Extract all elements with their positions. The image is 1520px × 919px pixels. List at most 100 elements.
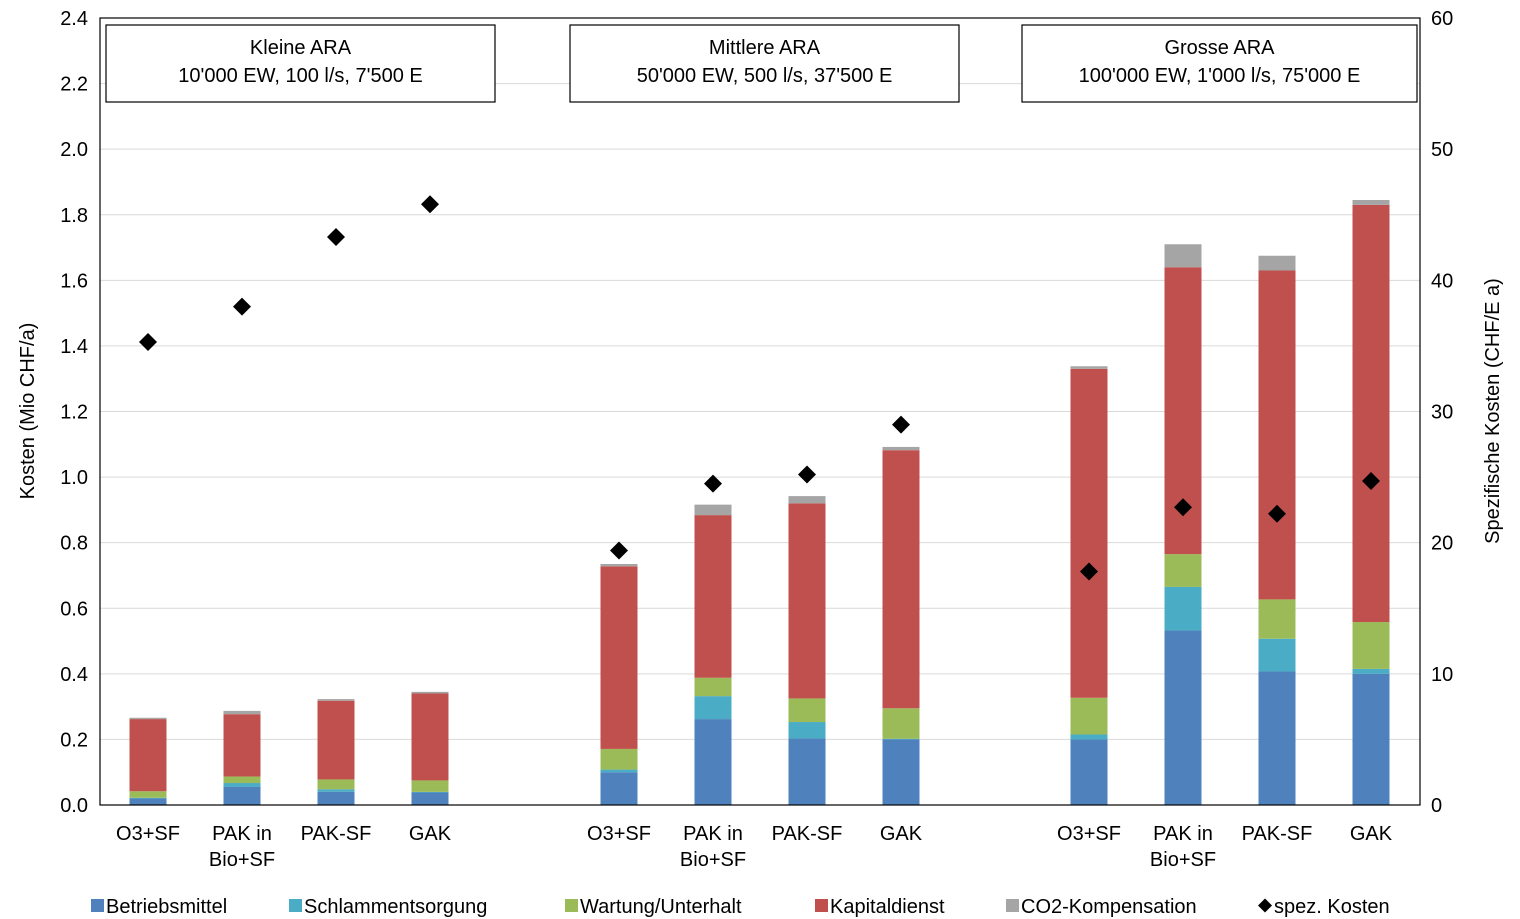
gridlines (100, 17, 1420, 740)
bar-segment-schlammentsorgung (223, 783, 261, 787)
y-tick-label-left: 1.8 (60, 205, 88, 227)
x-category-label: PAK-SF (301, 823, 372, 845)
spez-kosten-marker (1174, 498, 1192, 517)
x-category-label: O3+SF (587, 823, 651, 845)
bar-segment-kapitaldienst (788, 503, 826, 699)
y-tick-label-right: 20 (1431, 533, 1453, 555)
bar-segment-wartung-unterhalt (1258, 599, 1296, 639)
bar-segment-betriebsmittel (223, 786, 261, 805)
y-tick-label-right: 50 (1431, 139, 1453, 161)
legend-label: Kapitaldienst (830, 896, 945, 918)
legend-label: Betriebsmittel (106, 896, 227, 918)
bar-segment-co2-kompensation (411, 691, 449, 694)
group-labels: Kleine ARA 10'000 EW, 100 l/s, 7'500 E Mit… (105, 24, 1418, 103)
bar-segment-kapitaldienst (694, 515, 732, 678)
axes (99, 17, 1421, 806)
bar-segment-schlammentsorgung (1352, 668, 1390, 674)
bar-segment-co2-kompensation (1070, 366, 1108, 369)
bar-segment-schlammentsorgung (317, 789, 355, 792)
tick-labels: 0.0 0.2 0.4 0.6 0.8 1.0 1.2 1.4 1.6 1.8 2.0 2.2 2.4 0… (60, 8, 1453, 871)
bar-segment-wartung-unterhalt (1352, 622, 1390, 669)
bar-segment-co2-kompensation (600, 563, 638, 567)
bar-segment-wartung-unterhalt (223, 776, 261, 784)
spez-kosten-marker (139, 332, 157, 351)
bar-segment-betriebsmittel (317, 791, 355, 805)
bar-segment-betriebsmittel (129, 798, 167, 805)
y-tick-label-left: 2.0 (60, 139, 88, 161)
legend-label: spez. Kosten (1274, 896, 1390, 918)
x-category-label: O3+SF (116, 823, 180, 845)
bar-segment-co2-kompensation (788, 496, 826, 504)
bar-segment-co2-kompensation (1352, 199, 1390, 205)
legend: Betriebsmittel Schlammentsorgung Wartung/U… (91, 896, 1390, 918)
spez-kosten-marker (421, 195, 439, 214)
y-tick-label-left: 1.2 (60, 402, 88, 424)
spez-kosten-marker (327, 228, 345, 247)
bar-segment-kapitaldienst (411, 693, 449, 781)
x-category-label: GAK (1350, 823, 1393, 845)
specific-cost-markers (139, 195, 1380, 581)
spez-kosten-marker (892, 415, 910, 434)
bar-segment-kapitaldienst (1352, 204, 1390, 623)
y-tick-label-left: 2.4 (60, 8, 88, 30)
spez-kosten-marker (798, 465, 816, 484)
group-title: Mittlere ARA (709, 37, 821, 59)
y-tick-label-left: 0.6 (60, 598, 88, 620)
group-subtitle: 10'000 EW, 100 l/s, 7'500 E (178, 65, 422, 87)
bar-segment-schlammentsorgung (882, 738, 920, 740)
bar-stacks (129, 199, 1390, 805)
bar-segment-kapitaldienst (223, 714, 261, 777)
plot-frame (99, 17, 1421, 806)
bar-segment-wartung-unterhalt (1164, 554, 1202, 587)
legend-swatch (815, 899, 828, 912)
y-tick-label-left: 2.2 (60, 74, 88, 96)
spez-kosten-marker (704, 474, 722, 493)
bar-segment-wartung-unterhalt (600, 748, 638, 770)
bar-segment-co2-kompensation (1164, 244, 1202, 268)
y-axis-title-left: Kosten (Mio CHF/a) (17, 323, 39, 500)
bar-segment-betriebsmittel (694, 719, 732, 805)
group-box (105, 24, 496, 103)
y-tick-label-right: 0 (1431, 795, 1442, 817)
bar-segment-schlammentsorgung (1070, 734, 1108, 740)
spez-kosten-marker (1268, 504, 1286, 523)
y-tick-label-left: 1.4 (60, 336, 88, 358)
x-category-label: O3+SF (1057, 823, 1121, 845)
y-tick-label-left: 1.0 (60, 467, 88, 489)
legend-label: Schlammentsorgung (304, 896, 487, 918)
bar-segment-wartung-unterhalt (1070, 697, 1108, 735)
spez-kosten-marker (233, 297, 251, 316)
bar-segment-kapitaldienst (317, 700, 355, 780)
y-axis-title-right: Spezifische Kosten (CHF/E a) (1482, 278, 1504, 544)
y-tick-label-right: 40 (1431, 270, 1453, 292)
y-tick-label-left: 0.0 (60, 795, 88, 817)
x-category-label: PAK in (1153, 823, 1213, 845)
bar-segment-co2-kompensation (1258, 255, 1296, 271)
group-title: Kleine ARA (250, 37, 352, 59)
bar-segment-wartung-unterhalt (411, 780, 449, 792)
bar-segment-wartung-unterhalt (317, 779, 355, 790)
spez-kosten-marker (610, 541, 628, 560)
bar-segment-co2-kompensation (129, 717, 167, 720)
bar-segment-wartung-unterhalt (882, 708, 920, 739)
bar-segment-schlammentsorgung (1164, 586, 1202, 631)
x-category-label-line2: Bio+SF (1150, 849, 1216, 871)
y-tick-label-left: 0.8 (60, 533, 88, 555)
bar-segment-kapitaldienst (129, 719, 167, 792)
bar-segment-schlammentsorgung (1258, 638, 1296, 672)
bar-segment-wartung-unterhalt (788, 698, 826, 723)
legend-label: Wartung/Unterhalt (580, 896, 742, 918)
group-box (1021, 24, 1418, 103)
x-category-label-line2: Bio+SF (680, 849, 746, 871)
bar-segment-betriebsmittel (1352, 673, 1390, 805)
x-category-label: GAK (880, 823, 923, 845)
bar-segment-betriebsmittel (788, 738, 826, 805)
bar-segment-schlammentsorgung (411, 791, 449, 793)
bar-segment-co2-kompensation (223, 710, 261, 715)
bar-segment-co2-kompensation (694, 504, 732, 516)
y-tick-label-left: 1.6 (60, 270, 88, 292)
bar-segment-kapitaldienst (1070, 368, 1108, 698)
group-title: Grosse ARA (1164, 37, 1275, 59)
y-tick-label-right: 30 (1431, 402, 1453, 424)
